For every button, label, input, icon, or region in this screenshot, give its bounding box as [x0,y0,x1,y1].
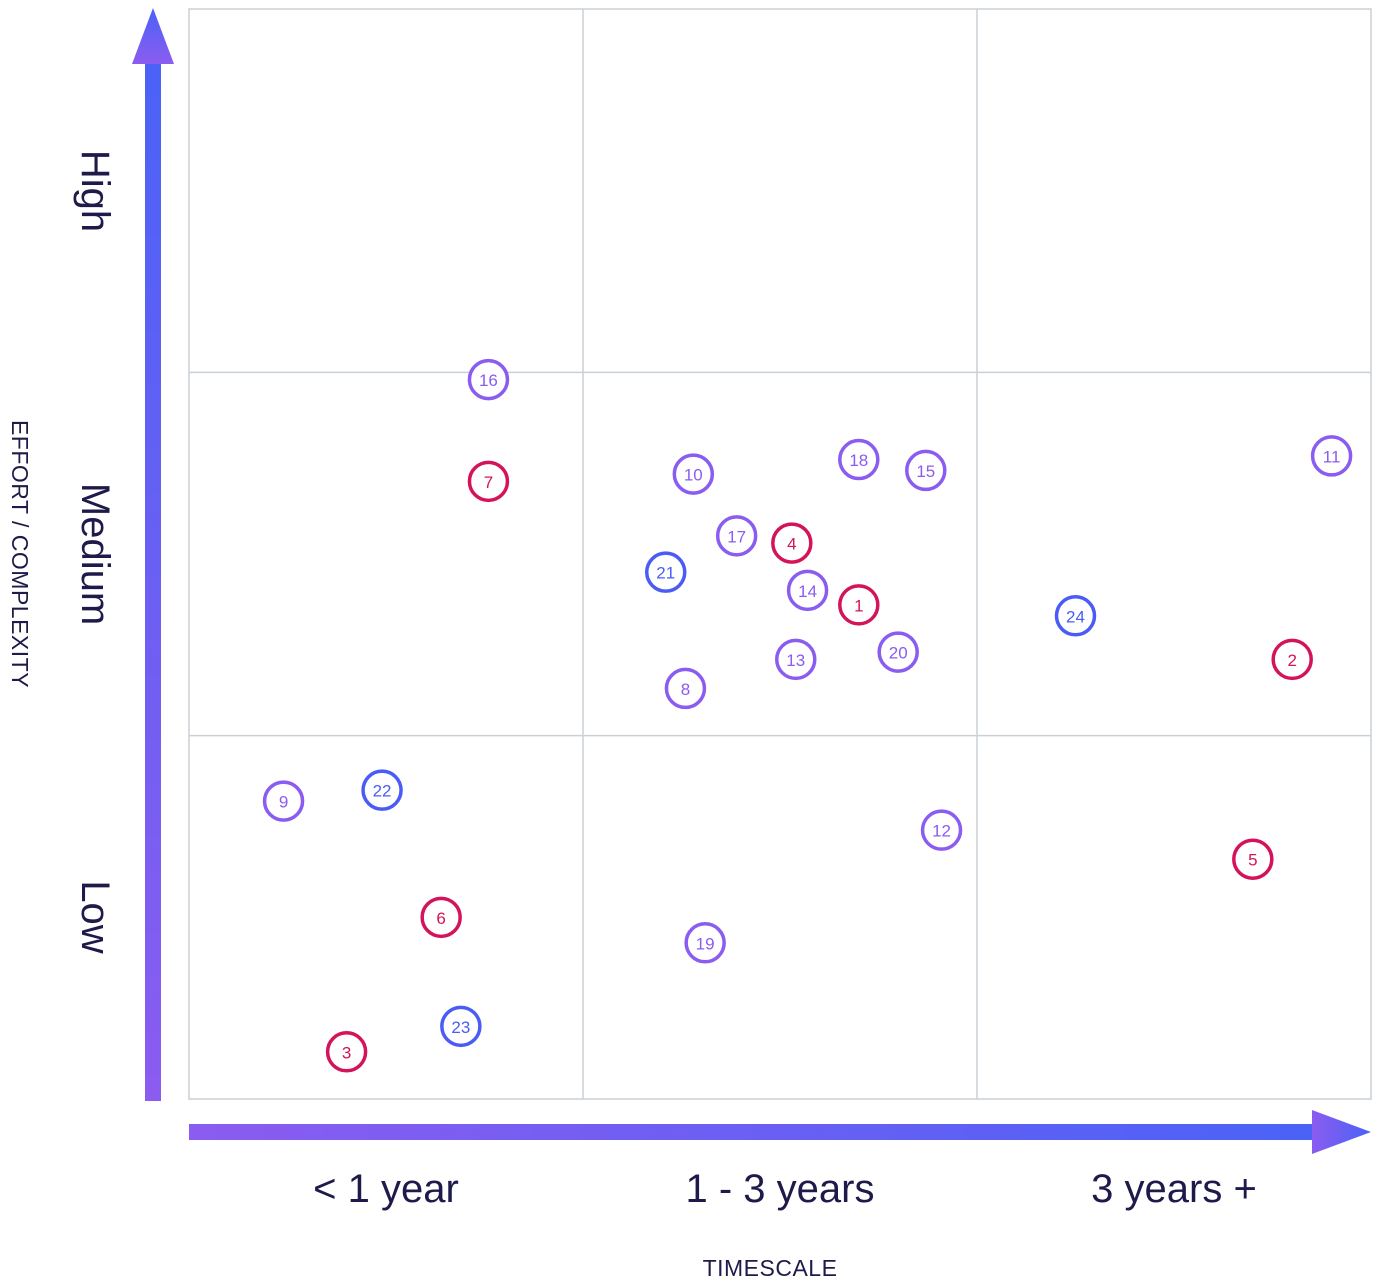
data-point-17[interactable]: 17 [715,515,758,557]
data-point-marker [325,1031,368,1073]
data-point-4[interactable]: 4 [771,522,813,564]
data-point-label: 8 [681,680,690,699]
data-point-marker [664,667,707,710]
data-point-marker [644,551,687,593]
data-point-marker [715,515,758,557]
data-point-marker [467,460,510,503]
data-point-marker [684,922,726,964]
x-tick-label-1-3-years: 1 - 3 years [686,1167,875,1211]
data-point-16[interactable]: 16 [467,358,510,401]
data-point-9[interactable]: 9 [262,780,305,822]
data-point-marker [920,809,963,851]
y-tick-label-low: Low [73,880,117,953]
data-point-label: 20 [889,644,908,663]
data-point-2[interactable]: 2 [1271,638,1313,681]
data-point-marker [672,453,715,495]
data-point-label: 14 [798,582,817,601]
data-point-14[interactable]: 14 [786,569,829,612]
data-point-label: 5 [1248,851,1257,870]
data-point-label: 1 [854,596,863,615]
data-point-marker [786,569,829,612]
data-point-label: 17 [727,527,746,546]
data-point-12[interactable]: 12 [920,809,963,851]
data-point-label: 10 [684,466,703,485]
data-point-label: 9 [279,793,288,812]
data-point-11[interactable]: 11 [1310,435,1353,477]
data-point-7[interactable]: 7 [467,460,510,503]
data-point-21[interactable]: 21 [644,551,687,593]
data-point-6[interactable]: 6 [420,896,462,939]
data-point-22[interactable]: 22 [361,769,403,811]
data-point-label: 16 [479,371,498,390]
data-point-label: 21 [656,564,675,583]
plot-border [188,8,1372,1100]
data-point-label: 22 [373,782,392,801]
y-axis-title: EFFORT / COMPLEXITY [7,420,33,688]
data-point-10[interactable]: 10 [672,453,715,495]
data-point-label: 11 [1323,447,1341,466]
x-tick-label-3-years-plus: 3 years + [1091,1167,1257,1211]
data-point-marker [877,631,919,673]
data-point-label: 12 [932,822,951,841]
data-point-label: 24 [1066,607,1085,626]
data-point-marker [905,449,947,492]
data-point-marker [420,896,462,939]
data-point-23[interactable]: 23 [440,1005,482,1048]
data-point-marker [775,638,817,681]
data-point-marker [1310,435,1353,477]
data-point-label: 4 [787,535,796,554]
data-point-label: 18 [849,451,868,470]
data-point-label: 2 [1287,651,1296,670]
data-point-20[interactable]: 20 [877,631,919,673]
data-point-label: 3 [342,1043,351,1062]
x-axis-title: TIMESCALE [703,1255,838,1281]
y-tick-label-medium: Medium [73,483,117,625]
data-point-marker [262,780,305,822]
data-point-8[interactable]: 8 [664,667,707,710]
data-point-label: 7 [484,473,493,492]
data-point-marker [440,1005,482,1048]
data-point-label: 6 [436,909,445,928]
data-point-19[interactable]: 19 [684,922,726,964]
data-point-15[interactable]: 15 [905,449,947,492]
data-point-marker [467,358,510,401]
y-tick-label-high: High [73,150,117,232]
x-axis-arrow [189,1110,1371,1154]
data-point-marker [838,584,880,626]
data-point-18[interactable]: 18 [838,438,880,481]
x-tick-label-lt-1-year: < 1 year [313,1167,459,1211]
data-point-marker [771,522,813,564]
data-point-label: 13 [786,651,805,670]
data-point-1[interactable]: 1 [838,584,880,626]
data-point-marker [361,769,403,811]
data-point-13[interactable]: 13 [775,638,817,681]
data-point-marker [1232,838,1274,880]
data-point-marker [1054,595,1097,637]
data-point-label: 19 [696,934,715,953]
data-point-5[interactable]: 5 [1232,838,1274,880]
data-point-3[interactable]: 3 [325,1031,368,1073]
data-point-24[interactable]: 24 [1054,595,1097,637]
data-point-marker [1271,638,1313,681]
plot-grid [188,8,1372,1100]
data-point-label: 15 [916,462,935,481]
data-point-label: 23 [451,1018,470,1037]
y-axis-arrow [132,8,174,1101]
data-point-marker [838,438,880,481]
